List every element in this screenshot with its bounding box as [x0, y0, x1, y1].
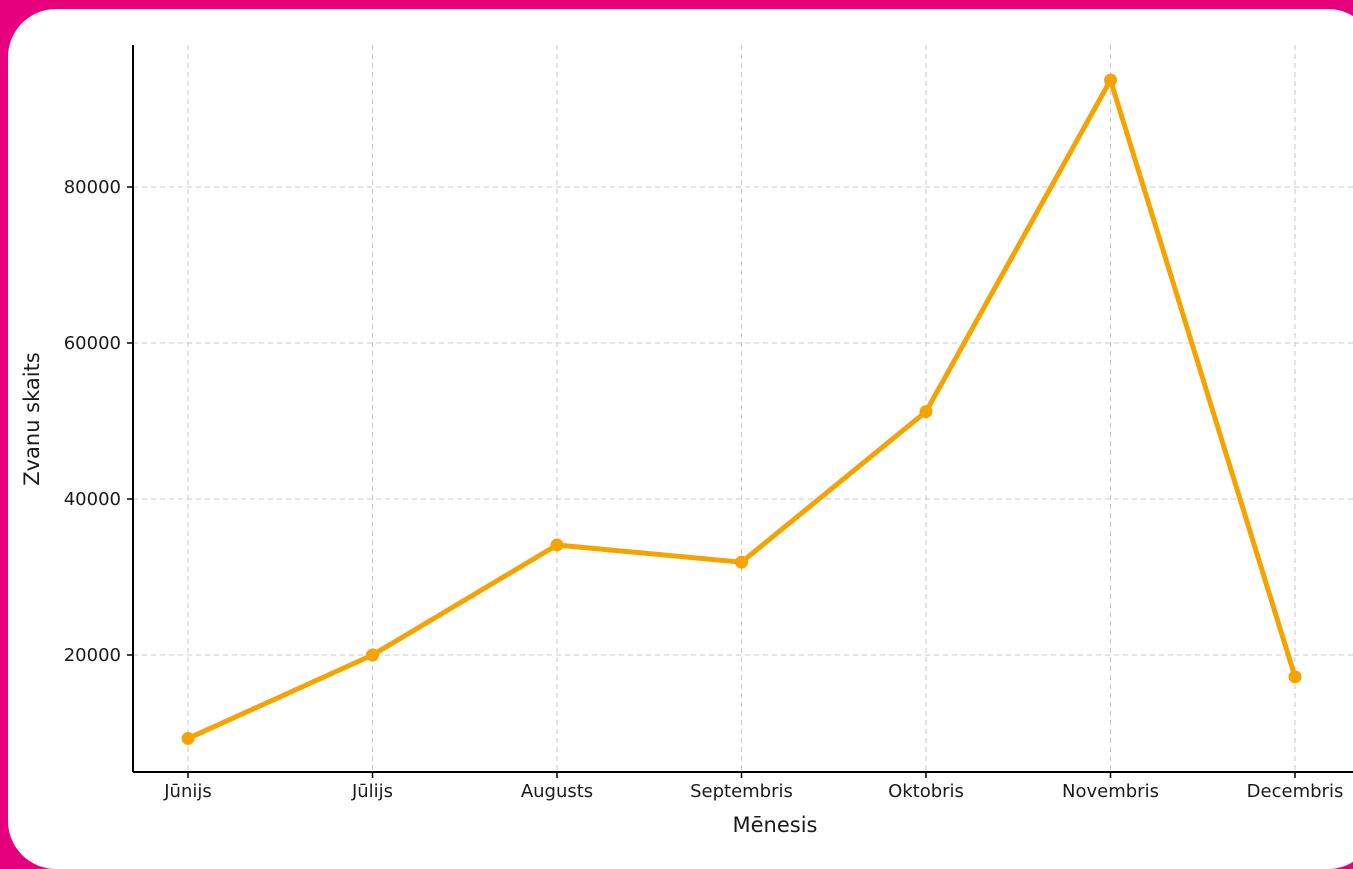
- x-ticks: Jūnijs Jūlijs Augusts Septembris Oktobris Nov…: [163, 772, 1343, 802]
- chart-card: 20000 40000 60000 80000 Jūnijs Jūlijs Augusts…: [8, 9, 1353, 869]
- y-tick-label: 60000: [64, 333, 121, 354]
- x-tick-label: Augusts: [521, 781, 593, 802]
- data-point: [366, 648, 379, 662]
- data-point: [919, 405, 933, 419]
- x-tick-label: Decembris: [1247, 781, 1344, 802]
- y-tick-label: 20000: [64, 645, 121, 666]
- series: [181, 73, 1302, 745]
- x-tick-label: Jūlijs: [351, 781, 393, 802]
- x-tick-label: Jūnijs: [163, 781, 212, 802]
- data-point: [550, 538, 564, 552]
- data-point: [1104, 73, 1117, 87]
- y-tick-label: 80000: [64, 177, 121, 198]
- x-tick-label: Oktobris: [888, 781, 964, 802]
- y-axis-label: Zvanu skaits: [20, 352, 44, 486]
- grid: [133, 45, 1353, 772]
- y-ticks: 20000 40000 60000 80000: [64, 177, 133, 666]
- data-point: [1288, 670, 1302, 684]
- y-tick-label: 40000: [64, 489, 121, 510]
- x-tick-label: Novembris: [1062, 781, 1159, 802]
- data-point: [735, 555, 748, 569]
- x-axis-label: Mēnesis: [733, 813, 818, 837]
- x-tick-label: Septembris: [690, 781, 793, 802]
- line-chart: 20000 40000 60000 80000 Jūnijs Jūlijs Augusts…: [20, 45, 1353, 837]
- data-point: [181, 731, 195, 745]
- axes: [132, 45, 1353, 773]
